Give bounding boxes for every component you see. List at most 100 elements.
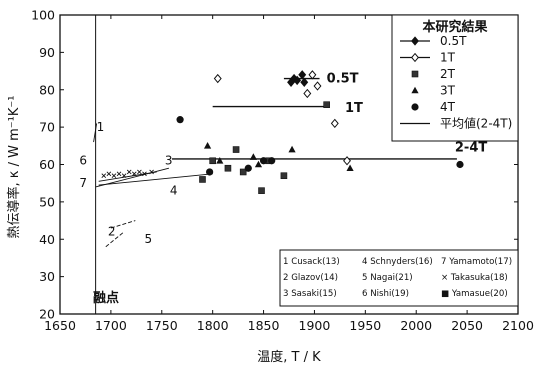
- y-tick-label: 50: [39, 194, 55, 209]
- point-4t: [259, 157, 268, 165]
- point-takasuka: [121, 173, 127, 179]
- literature-line-7: [95, 167, 170, 188]
- data-points: [101, 70, 464, 194]
- reference-entry: 2 Glazov(14): [283, 273, 338, 283]
- annotation-label: 7: [79, 176, 87, 190]
- x-axis-title: 温度, T / K: [257, 349, 321, 365]
- x-tick-label: 2050: [451, 318, 483, 333]
- y-tick-label: 40: [39, 232, 55, 247]
- point-3t: [203, 142, 212, 149]
- legend-label: 1T: [440, 51, 456, 65]
- point-takasuka: [111, 173, 117, 179]
- point-2t: [224, 164, 232, 172]
- point-takasuka: [149, 169, 154, 175]
- point-2t: [232, 146, 240, 153]
- y-tick-label: 100: [31, 8, 55, 23]
- point-2t: [323, 101, 330, 108]
- reference-entry: 6 Nishi(19): [362, 289, 409, 299]
- annotation-label: 3: [165, 154, 173, 168]
- legend-label: 2T: [440, 67, 456, 81]
- axis-ticks: 1650 1700 1750 1800 1850 1900 1950 2000 2050 2100…: [31, 8, 534, 334]
- point-1t: [213, 73, 222, 84]
- point-takasuka: [142, 171, 147, 177]
- point-3t: [346, 164, 354, 172]
- reference-entry: 3 Sasaki(15): [283, 289, 337, 299]
- point-4t: [456, 160, 464, 169]
- point-3t: [216, 156, 224, 164]
- y-tick-label: 60: [39, 157, 55, 172]
- point-4t: [206, 168, 214, 176]
- x-tick-label: 1950: [349, 318, 381, 333]
- point-4t: [268, 157, 276, 165]
- point-3t: [254, 160, 263, 168]
- y-tick-label: 80: [39, 82, 55, 97]
- point-05t: [293, 75, 302, 86]
- legend-marker: [411, 70, 419, 78]
- legend-marker: [411, 86, 419, 94]
- point-takasuka: [101, 173, 107, 179]
- x-tick-label: 1700: [95, 318, 127, 333]
- reference-entry: 1 Cusack(13): [283, 257, 340, 267]
- x-tick-label: 1800: [197, 318, 229, 333]
- x-tick-label: 2100: [502, 318, 534, 333]
- legend-marker: [411, 36, 419, 46]
- point-3t: [288, 145, 296, 153]
- point-1t: [303, 88, 312, 99]
- reference-entry: 4 Schnyders(16): [362, 257, 433, 267]
- legend-box: [391, 14, 519, 142]
- point-2t: [258, 187, 265, 194]
- point-05t: [300, 77, 309, 87]
- y-axis-title: 熱伝導率, κ / W m⁻¹K⁻¹: [6, 96, 22, 239]
- point-1t: [330, 118, 339, 129]
- point-4t: [176, 116, 184, 124]
- point-takasuka: [137, 169, 142, 175]
- annotation-label: 2: [108, 225, 116, 239]
- x-tick-label: 1900: [299, 318, 331, 333]
- literature-line-1: [93, 123, 98, 143]
- annotation-label: 6: [79, 154, 87, 168]
- references-frame: [279, 249, 519, 307]
- x-tick-label: 1650: [44, 318, 76, 333]
- point-2t: [209, 157, 216, 165]
- legend-label: 0.5T: [440, 34, 467, 48]
- annotation-label: 5: [144, 232, 152, 246]
- legend-marker: [411, 103, 419, 111]
- legend-label: 3T: [440, 84, 456, 98]
- reference-entry: 5 Nagai(21): [362, 273, 413, 283]
- annotation-label: 1T: [345, 101, 363, 116]
- x-tick-label: 2000: [400, 318, 432, 333]
- x-tick-label: 1750: [146, 318, 178, 333]
- point-1t: [313, 81, 322, 91]
- annotation-label: 1: [97, 120, 105, 134]
- y-tick-label: 30: [39, 269, 55, 284]
- y-tick-label: 20: [39, 307, 55, 322]
- point-3t: [249, 153, 257, 160]
- point-takasuka: [116, 171, 122, 177]
- annotation-label: 2-4T: [455, 140, 487, 155]
- annotation-label: 0.5T: [327, 71, 359, 86]
- y-tick-label: 90: [39, 45, 55, 60]
- literature-line-2: [105, 231, 125, 248]
- legend-title: 本研究結果: [422, 19, 487, 35]
- reference-entry: × Takasuka(18): [441, 273, 508, 283]
- annotations: 1 2 3 4 5 6 7 0.5T 1T 2-4T: [79, 71, 487, 246]
- reference-entry: 7 Yamamoto(17): [441, 257, 512, 267]
- reference-entry: ■ Yamasue(20): [441, 289, 508, 299]
- point-takasuka: [131, 171, 137, 177]
- point-takasuka: [126, 169, 132, 175]
- point-takasuka: [106, 171, 112, 177]
- x-tick-label: 1850: [248, 318, 280, 333]
- legend-marker: [411, 52, 419, 63]
- melting-point-label: 融点: [93, 290, 119, 306]
- legend-label: 4T: [440, 100, 456, 114]
- references-box: 1 Cusack(13) 4 Schnyders(16) 7 Yamamoto(17…: [279, 249, 519, 307]
- point-4t: [244, 164, 252, 172]
- point-05t: [298, 70, 307, 80]
- point-2t: [280, 172, 288, 180]
- literature-line-4: [98, 173, 213, 186]
- literature-line-5: [110, 220, 136, 229]
- point-1t: [343, 156, 351, 166]
